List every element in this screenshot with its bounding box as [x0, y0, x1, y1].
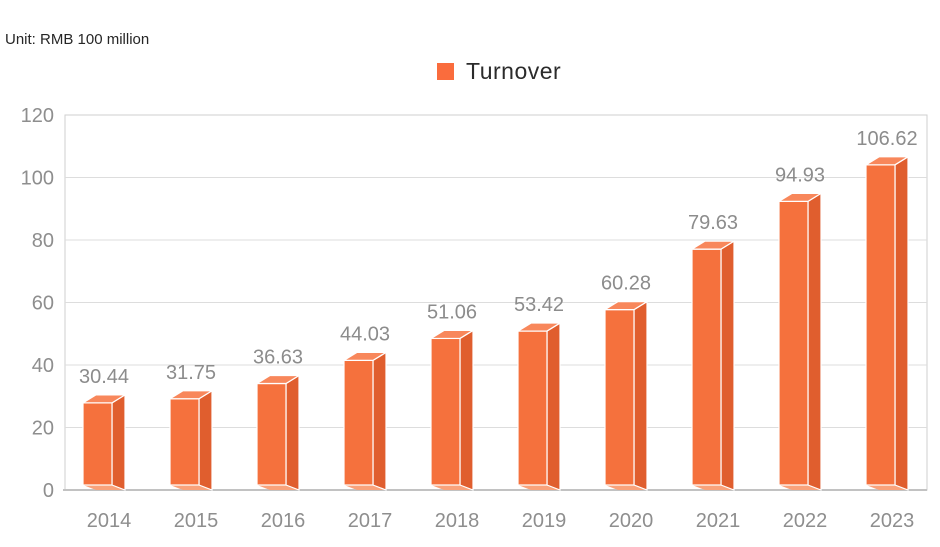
bar-side-face [720, 240, 735, 491]
bar-2021 [691, 248, 722, 486]
y-tick-label: 120 [21, 105, 54, 127]
value-label-2023: 106.62 [856, 128, 917, 150]
x-tick-label-2016: 2016 [261, 510, 306, 532]
value-label-2017: 44.03 [340, 323, 390, 345]
bar-top-face [254, 374, 302, 385]
value-label-2021: 79.63 [688, 212, 738, 234]
bar-side-face [807, 192, 822, 491]
y-tick-label: 100 [21, 168, 54, 190]
x-tick-label-2021: 2021 [696, 510, 741, 532]
value-label-2020: 60.28 [601, 273, 651, 295]
bar-top-face [341, 351, 389, 362]
value-label-2019: 53.42 [514, 294, 564, 316]
bar-side-face [198, 389, 213, 491]
bar-side-face [546, 321, 561, 491]
x-tick-label-2017: 2017 [348, 510, 393, 532]
bar-top-face [515, 322, 563, 332]
bar-top-face [689, 240, 737, 250]
y-tick-label: 40 [32, 355, 54, 377]
unit-note: Unit: RMB 100 million [5, 31, 150, 48]
bar-side-face [111, 393, 126, 491]
bar-2022 [778, 200, 809, 486]
bar-side-face [633, 300, 648, 491]
bar-top-face [776, 192, 824, 202]
bar-2020 [604, 309, 635, 486]
value-label-2018: 51.06 [427, 301, 477, 323]
bar-top-face [863, 156, 911, 166]
x-tick-label-2019: 2019 [522, 510, 567, 532]
value-label-2015: 31.75 [166, 362, 216, 384]
x-tick-label-2014: 2014 [87, 510, 132, 532]
legend[interactable]: Turnover [437, 58, 561, 85]
bar-top-face [80, 394, 128, 404]
bar-side-face [894, 155, 909, 491]
x-tick-label-2015: 2015 [174, 510, 219, 532]
bar-side-face [285, 374, 300, 491]
y-tick-label: 60 [32, 293, 54, 315]
bar-2016 [256, 382, 287, 486]
y-tick-label: 20 [32, 418, 54, 440]
bar-2018 [430, 337, 461, 486]
legend-label: Turnover [466, 58, 562, 84]
value-label-2014: 30.44 [79, 366, 129, 388]
legend-swatch-icon [437, 63, 454, 80]
y-tick-label: 80 [32, 230, 54, 252]
bar-2014 [82, 402, 113, 486]
bar-2017 [343, 359, 374, 486]
bar-2019 [517, 330, 548, 486]
value-label-2022: 94.93 [775, 164, 825, 186]
x-tick-label-2018: 2018 [435, 510, 480, 532]
bar-top-face [167, 390, 215, 400]
bar-2023 [865, 164, 896, 486]
bar-2015 [169, 398, 200, 486]
x-tick-label-2020: 2020 [609, 510, 654, 532]
x-tick-label-2022: 2022 [783, 510, 828, 532]
bar-side-face [459, 329, 474, 491]
x-tick-label-2023: 2023 [870, 510, 915, 532]
value-label-2016: 36.63 [253, 347, 303, 369]
bar-top-face [428, 329, 476, 340]
bar-side-face [372, 351, 387, 491]
y-tick-label: 0 [43, 480, 54, 502]
bar-top-face [602, 301, 650, 311]
